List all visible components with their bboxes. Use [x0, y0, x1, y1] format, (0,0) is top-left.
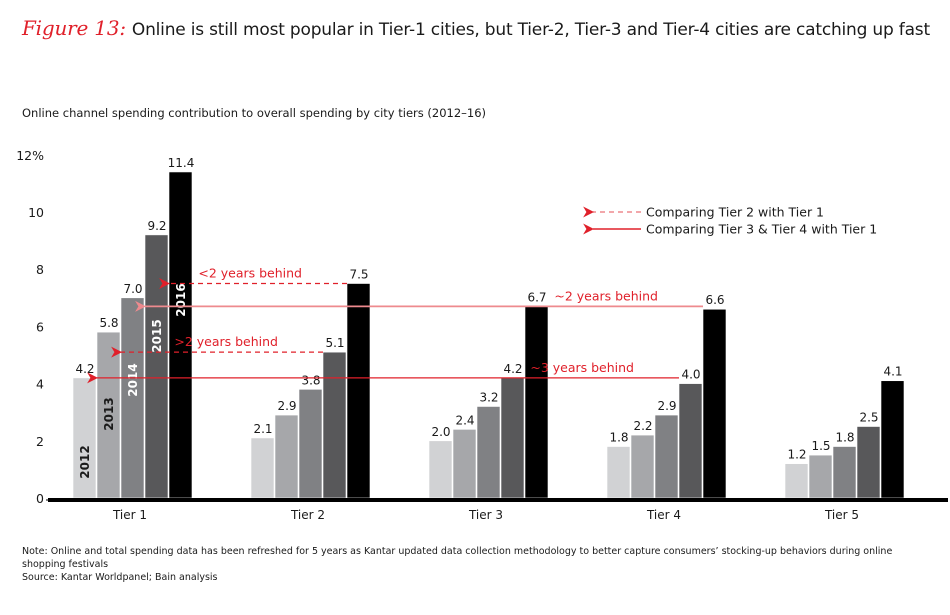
value-label: 3.2	[479, 390, 498, 404]
y-tick-label: 2	[36, 434, 44, 449]
bar-2013-tier-2	[274, 414, 299, 499]
footnote: Note: Online and total spending data has…	[22, 545, 922, 584]
value-label: 1.2	[787, 448, 806, 462]
value-label: 1.8	[835, 431, 854, 445]
annotation-label: >2 years behind	[174, 334, 278, 349]
series-label-2015: 2015	[150, 319, 164, 352]
value-label: 5.1	[325, 336, 344, 350]
series-label-2013: 2013	[102, 397, 116, 430]
annotation-label: ~3 years behind	[530, 360, 634, 375]
value-label: 7.5	[349, 268, 368, 282]
x-tick-label: Tier 2	[290, 508, 325, 522]
legend-label: Comparing Tier 3 & Tier 4 with Tier 1	[646, 222, 877, 237]
y-tick-label: 10	[28, 205, 44, 220]
y-tick-label: 0	[36, 491, 44, 506]
annotations-group: <2 years behind >2 years behind ~2 years b…	[87, 266, 703, 384]
bar-2016-tier-5	[880, 380, 905, 499]
y-tick-label: 8	[36, 262, 44, 277]
value-label: 3.8	[301, 373, 320, 387]
bar-2015-tier-1	[144, 234, 169, 499]
x-tick-label: Tier 1	[112, 508, 147, 522]
bar-2014-tier-1	[120, 297, 145, 499]
figure-title: Figure 13: Online is still most popular i…	[22, 16, 930, 40]
bar-chart: 0 2 4 6 8 10 12% 4.2 2.1 2.0 1.8 1.2 2012 5.8 2.9 2.4 2…	[16, 148, 948, 522]
bar-2014-tier-3	[476, 406, 501, 499]
value-label: 2.9	[657, 399, 676, 413]
bar-2012-tier-2	[250, 437, 275, 499]
bar-2013-tier-5	[808, 454, 833, 499]
y-tick-label: 6	[36, 319, 44, 334]
x-axis: Tier 1 Tier 2 Tier 3 Tier 4 Tier 5	[46, 498, 948, 522]
bar-2015-tier-2	[322, 351, 347, 499]
bar-2014-tier-4	[654, 414, 679, 499]
bar-2015-tier-3	[500, 377, 525, 499]
x-tick-label: Tier 4	[646, 508, 681, 522]
x-tick-label: Tier 5	[824, 508, 859, 522]
y-tick-label: 4	[36, 377, 44, 392]
value-label: 5.8	[99, 316, 118, 330]
bar-2013-tier-4	[630, 434, 655, 499]
value-label: 6.7	[527, 290, 546, 304]
source-text: Source: Kantar Worldpanel; Bain analysis	[22, 572, 218, 583]
series-label-2016: 2016	[174, 283, 188, 316]
bar-2012-tier-5	[784, 463, 809, 499]
series-label-2012: 2012	[78, 445, 92, 478]
bar-2012-tier-4	[606, 446, 631, 499]
value-label: 4.0	[681, 368, 700, 382]
value-label: 2.1	[253, 422, 272, 436]
value-label: 2.5	[859, 411, 878, 425]
bar-2016-tier-3	[524, 306, 549, 499]
bar-2015-tier-5	[856, 426, 881, 499]
value-label: 2.2	[633, 419, 652, 433]
bar-2013-tier-3	[452, 429, 477, 499]
bar-2012-tier-1	[72, 377, 97, 499]
value-label: 2.0	[431, 425, 450, 439]
figure-label: Figure 13:	[22, 16, 126, 40]
y-axis: 0 2 4 6 8 10 12%	[16, 148, 44, 506]
value-label: 1.8	[609, 431, 628, 445]
bar-2014-tier-2	[298, 389, 323, 499]
chart-subtitle: Online channel spending contribution to …	[22, 106, 487, 120]
value-label: 6.6	[705, 293, 724, 307]
value-label: 9.2	[147, 219, 166, 233]
bar-2016-tier-4	[702, 308, 727, 499]
value-label: 7.0	[123, 282, 142, 296]
legend-label: Comparing Tier 2 with Tier 1	[646, 205, 824, 220]
value-label: 4.1	[883, 365, 902, 379]
legend: Comparing Tier 2 with Tier 1 Comparing Ti…	[583, 205, 877, 237]
annotation-label: <2 years behind	[198, 266, 302, 281]
bar-2016-tier-2	[346, 283, 371, 499]
value-label: 11.4	[168, 156, 195, 170]
figure-title-text: Online is still most popular in Tier-1 c…	[131, 20, 930, 40]
y-tick-label: 12%	[16, 148, 44, 163]
bar-2014-tier-5	[832, 446, 857, 499]
note-text: Note: Online and total spending data has…	[22, 546, 893, 570]
value-label: 1.5	[811, 439, 830, 453]
bar-2012-tier-3	[428, 440, 453, 499]
x-tick-label: Tier 3	[468, 508, 503, 522]
value-label: 2.4	[455, 413, 474, 427]
series-label-2014: 2014	[126, 363, 140, 396]
annotation-label: ~2 years behind	[554, 288, 658, 303]
value-label: 4.2	[75, 362, 94, 376]
value-label: 2.9	[277, 399, 296, 413]
bar-2015-tier-4	[678, 383, 703, 499]
value-label: 4.2	[503, 362, 522, 376]
